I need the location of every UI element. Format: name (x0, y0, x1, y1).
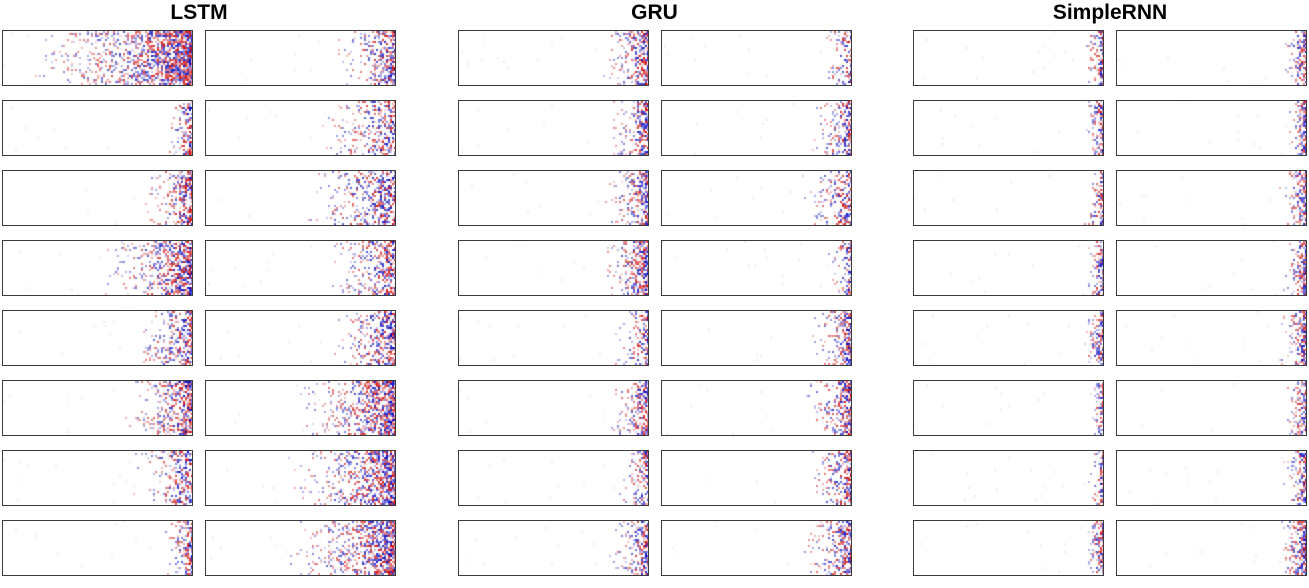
heatmap-panel (660, 520, 852, 576)
heatmap-panel (913, 170, 1104, 226)
heatmap-panel (205, 450, 396, 506)
heatmap-panel (457, 30, 649, 86)
heatmap-panel (913, 450, 1104, 506)
heatmap-panel (913, 520, 1104, 576)
group-lstm: LSTM (2, 0, 396, 588)
heatmap-panel (2, 170, 193, 226)
heatmap-panel (1116, 450, 1307, 506)
heatmap-panel (205, 310, 396, 366)
heatmap-panel (1116, 170, 1307, 226)
group-title-lstm: LSTM (170, 1, 228, 24)
group-title-simplernn: SimpleRNN (1052, 1, 1168, 24)
heatmap-panel (205, 520, 396, 576)
heatmap-panel (913, 310, 1104, 366)
heatmap-panel (1116, 100, 1307, 156)
heatmap-panel (660, 240, 852, 296)
heatmap-panel (913, 30, 1104, 86)
heatmap-panel (1116, 380, 1307, 436)
heatmap-panel (205, 100, 396, 156)
panel-grid-lstm (2, 30, 396, 576)
group-title-gru: GRU (631, 1, 678, 24)
heatmap-panel (2, 100, 193, 156)
heatmap-panel (2, 310, 193, 366)
heatmap-panel (2, 30, 193, 86)
heatmap-panel (913, 100, 1104, 156)
heatmap-panel (457, 450, 649, 506)
heatmap-panel (457, 520, 649, 576)
heatmap-panel (2, 380, 193, 436)
group-simplernn: SimpleRNN (913, 0, 1307, 588)
heatmap-panel (660, 450, 852, 506)
heatmap-panel (913, 380, 1104, 436)
heatmap-panel (660, 170, 852, 226)
heatmap-panel (913, 240, 1104, 296)
heatmap-panel (457, 170, 649, 226)
panel-grid-gru (457, 30, 852, 576)
heatmap-panel (660, 30, 852, 86)
heatmap-panel (1116, 520, 1307, 576)
heatmap-panel (2, 520, 193, 576)
group-gru: GRU (457, 0, 852, 588)
heatmap-panel (457, 240, 649, 296)
heatmap-panel (2, 450, 193, 506)
heatmap-panel (205, 170, 396, 226)
heatmap-panel (1116, 240, 1307, 296)
panel-grid-simplernn (913, 30, 1307, 576)
heatmap-panel (205, 380, 396, 436)
heatmap-panel (457, 310, 649, 366)
heatmap-panel (660, 380, 852, 436)
heatmap-panel (205, 240, 396, 296)
heatmap-panel (457, 380, 649, 436)
heatmap-panel (1116, 310, 1307, 366)
heatmap-panel (2, 240, 193, 296)
heatmap-panel (660, 310, 852, 366)
heatmap-panel (660, 100, 852, 156)
heatmap-panel (205, 30, 396, 86)
heatmap-panel (1116, 30, 1307, 86)
heatmap-panel (457, 100, 649, 156)
